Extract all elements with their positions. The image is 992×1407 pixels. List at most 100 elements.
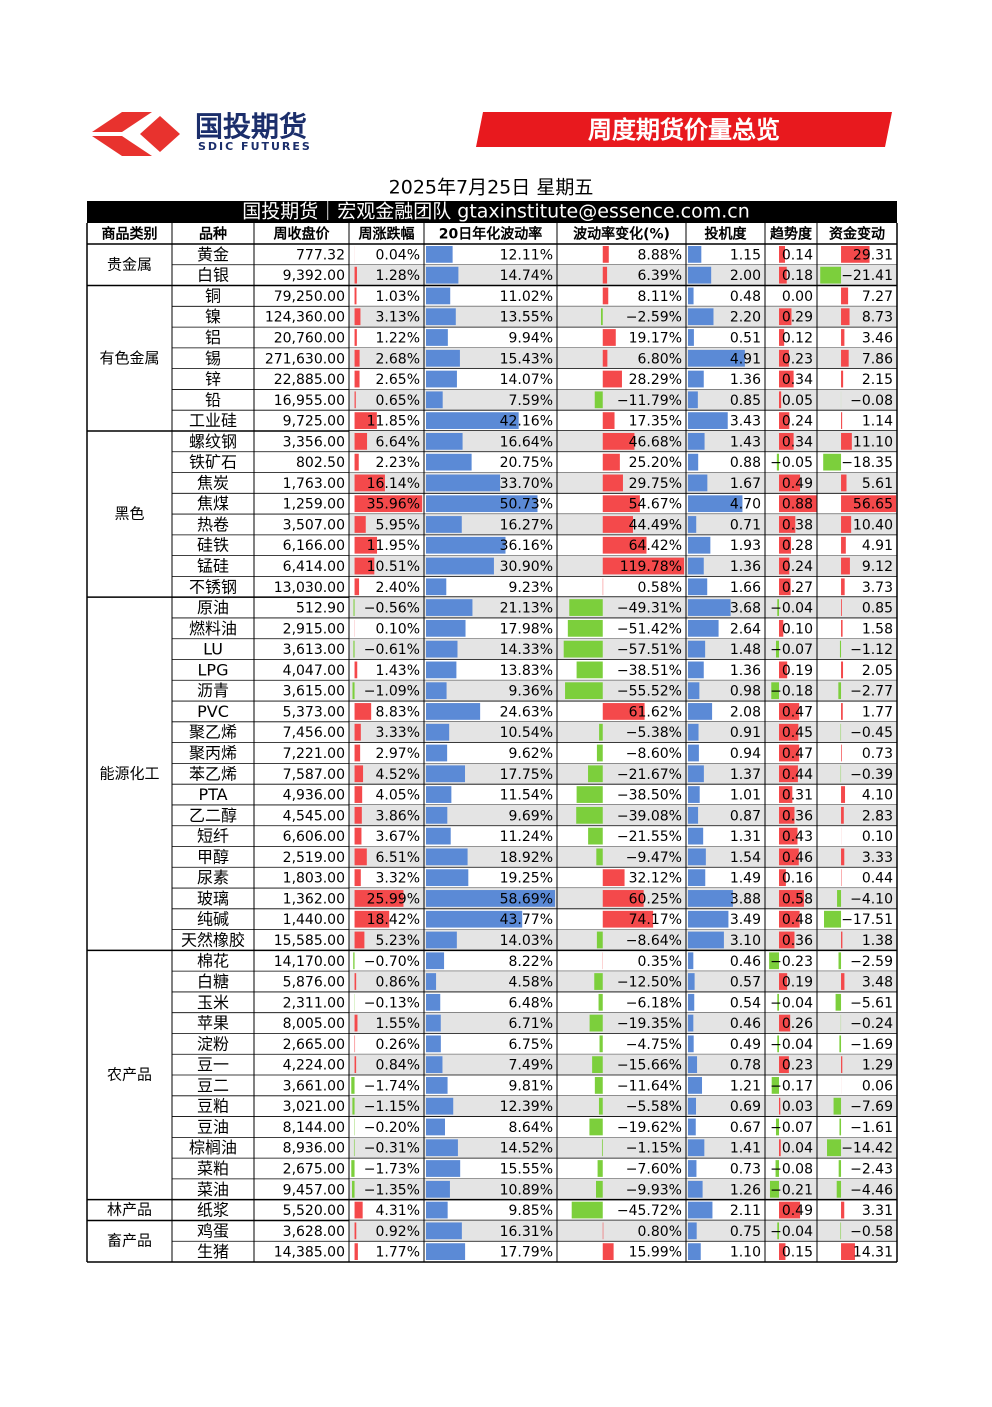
data-bar xyxy=(688,329,694,346)
product-name: LU xyxy=(203,640,223,659)
cell-value: 0.98 xyxy=(730,684,761,700)
data-bar xyxy=(426,869,468,886)
data-bar xyxy=(595,391,603,408)
category: 农产品 xyxy=(107,1066,152,1084)
data-bar xyxy=(355,662,358,679)
cell-value: 14.52% xyxy=(500,1141,553,1157)
cell-value: 5.61 xyxy=(862,476,893,492)
data-bar xyxy=(688,911,728,928)
data-bar xyxy=(355,578,360,595)
cell-value: 20.75% xyxy=(500,455,553,471)
cell-value: −0.56% xyxy=(364,601,420,617)
data-bar xyxy=(688,724,699,741)
data-bar xyxy=(688,1098,696,1115)
product-name: 生猪 xyxy=(197,1242,229,1261)
cell-value: 61.62% xyxy=(629,704,682,720)
data-bar xyxy=(688,267,711,284)
cell-value: 9,457.00 xyxy=(283,1182,345,1198)
cell-value: 7.86 xyxy=(862,351,893,367)
cell-value: 0.15 xyxy=(782,1245,813,1261)
product-name: 淀粉 xyxy=(197,1034,229,1053)
cell-value: −0.13% xyxy=(364,995,420,1011)
cell-value: 1.36 xyxy=(730,663,761,679)
cell-value: 10.89% xyxy=(500,1182,553,1198)
data-bar xyxy=(688,391,698,408)
data-bar xyxy=(426,578,446,595)
cell-value: 8,005.00 xyxy=(283,1016,345,1032)
product-name: 聚丙烯 xyxy=(189,744,237,763)
cell-value: 8.11% xyxy=(638,289,682,305)
cell-value: 0.14 xyxy=(782,247,813,263)
data-bar xyxy=(603,454,620,471)
cell-value: 1.67 xyxy=(730,476,761,492)
cell-value: 15.99% xyxy=(629,1245,682,1261)
cell-value: 16,955.00 xyxy=(274,393,345,409)
cell-value: −0.45 xyxy=(850,725,893,741)
cell-value: 1.43 xyxy=(730,434,761,450)
cell-value: 0.57 xyxy=(730,975,761,991)
data-bar xyxy=(569,599,602,616)
data-bar xyxy=(355,391,356,408)
category: 黑色 xyxy=(114,505,144,523)
cell-value: 0.49 xyxy=(782,1203,813,1219)
cell-value: 8.83% xyxy=(376,704,420,720)
product-name: 纸浆 xyxy=(197,1201,229,1220)
data-bar xyxy=(596,1181,603,1198)
product-name: 乙二醇 xyxy=(189,806,237,825)
cell-value: 9.36% xyxy=(509,684,553,700)
cell-value: 1,763.00 xyxy=(283,476,345,492)
cell-value: 14.33% xyxy=(500,642,553,658)
data-bar xyxy=(426,267,458,284)
cell-value: 0.78 xyxy=(730,1058,761,1074)
column-header: 趋势度 xyxy=(770,226,813,243)
data-bar xyxy=(352,682,354,699)
data-bar xyxy=(603,267,607,284)
data-bar xyxy=(426,1035,441,1052)
cell-value: 1.28% xyxy=(376,268,420,284)
data-bar xyxy=(841,537,846,554)
data-bar xyxy=(688,765,704,782)
cell-value: 8.88% xyxy=(638,247,682,263)
cell-value: 4.31% xyxy=(376,1203,420,1219)
cell-value: −1.61 xyxy=(850,1120,893,1136)
cell-value: 2,519.00 xyxy=(283,850,345,866)
product-name: 纯碱 xyxy=(197,910,229,929)
data-bar xyxy=(426,641,457,658)
cell-value: 0.84% xyxy=(376,1058,420,1074)
data-bar xyxy=(688,558,704,575)
cell-value: 11.10 xyxy=(853,434,893,450)
product-name: 白银 xyxy=(197,266,229,285)
cell-value: −55.52% xyxy=(617,684,682,700)
cell-value: 2.68% xyxy=(376,351,420,367)
data-bar xyxy=(426,1202,448,1219)
data-bar xyxy=(355,703,372,720)
cell-value: 0.46 xyxy=(730,1016,761,1032)
data-bar xyxy=(600,1035,603,1052)
data-bar xyxy=(426,724,449,741)
data-bar xyxy=(688,1139,704,1156)
cell-value: 4.05% xyxy=(376,788,420,804)
data-bar xyxy=(426,1098,453,1115)
cell-value: 4.91 xyxy=(862,538,893,554)
cell-value: 4.52% xyxy=(376,767,420,783)
cell-value: 13.55% xyxy=(500,310,553,326)
cell-value: 14.03% xyxy=(500,933,553,949)
data-bar xyxy=(603,1243,614,1260)
data-bar xyxy=(688,620,719,637)
data-bar xyxy=(353,641,354,658)
product-name: 热卷 xyxy=(197,515,229,534)
cell-value: −0.18 xyxy=(770,684,813,700)
data-bar xyxy=(841,973,844,990)
data-bar xyxy=(426,1056,442,1073)
data-bar xyxy=(688,973,695,990)
data-bar xyxy=(426,1243,465,1260)
logo-mark xyxy=(92,112,180,156)
cell-value: 2.15 xyxy=(862,372,893,388)
category: 有色金属 xyxy=(99,349,159,367)
data-bar xyxy=(841,371,843,388)
cell-value: −4.75% xyxy=(626,1037,682,1053)
product-name: 菜油 xyxy=(197,1180,229,1199)
cell-value: 3.33% xyxy=(376,725,420,741)
cell-value: 3.32% xyxy=(376,871,420,887)
data-bar xyxy=(577,662,603,679)
